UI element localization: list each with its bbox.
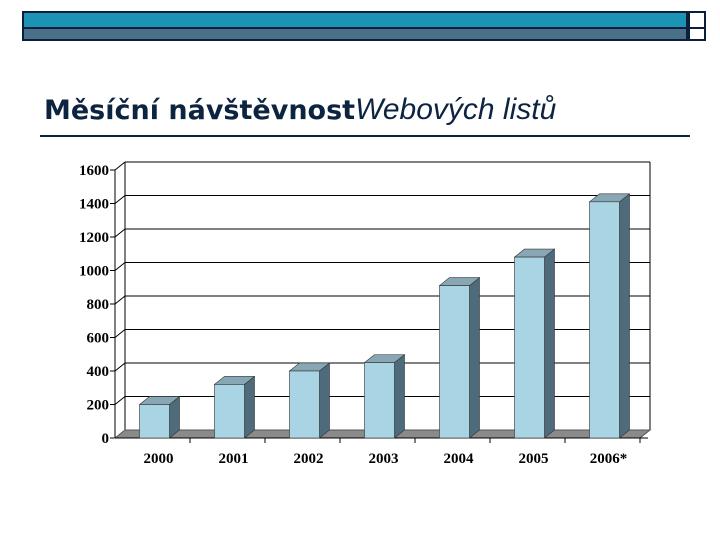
header-corner-box-lower bbox=[688, 29, 706, 41]
title-underline bbox=[40, 135, 690, 137]
x-tick-label: 2001 bbox=[219, 451, 249, 467]
slide-title-part1: Měsíční návštěvnost bbox=[44, 95, 356, 126]
y-tick-label: 0 bbox=[102, 431, 110, 447]
gridline-depth bbox=[114, 228, 126, 238]
gridline-depth bbox=[114, 195, 126, 204]
labels-layer: 0 200 400 600 800 1000 1200 1400 1600 2000 2001 200… bbox=[79, 163, 627, 467]
y-tick-label: 1400 bbox=[79, 197, 109, 213]
bar bbox=[589, 201, 620, 439]
bar-side bbox=[619, 193, 630, 439]
bar-side bbox=[394, 354, 405, 439]
bar-side bbox=[469, 276, 480, 439]
slide-title: Měsíční návštěvnostWebových listů bbox=[44, 94, 556, 127]
x-tick-label: 2006* bbox=[590, 451, 628, 467]
gridline-depth bbox=[114, 161, 126, 171]
bar bbox=[364, 362, 395, 439]
gridline-depth bbox=[114, 329, 126, 338]
y-tick-label: 200 bbox=[87, 398, 110, 414]
x-tick-label: 2005 bbox=[519, 451, 549, 467]
x-tick-label: 2002 bbox=[294, 451, 324, 467]
gridline-depth bbox=[114, 396, 126, 405]
y-tick-label: 600 bbox=[87, 331, 110, 347]
slide-title-part2: Webových listů bbox=[355, 93, 557, 126]
y-tick-label: 800 bbox=[87, 297, 110, 313]
header-corner-box bbox=[688, 11, 706, 29]
gridline-depth bbox=[114, 262, 126, 271]
y-tick-label: 1600 bbox=[79, 163, 109, 179]
bar bbox=[289, 370, 320, 439]
bar-side bbox=[544, 248, 555, 439]
header-accent-bar bbox=[22, 11, 688, 29]
x-tick-label: 2004 bbox=[444, 451, 475, 467]
bar bbox=[439, 285, 470, 439]
bars-layer bbox=[138, 193, 631, 439]
y-tick-label: 1200 bbox=[79, 230, 109, 246]
gridline-depth bbox=[114, 362, 126, 372]
y-tick-label: 400 bbox=[87, 364, 110, 380]
y-tick-label: 1000 bbox=[79, 264, 109, 280]
header-accent-bar-lower bbox=[22, 29, 688, 41]
bar bbox=[214, 384, 245, 439]
bar bbox=[139, 404, 170, 439]
bar-side bbox=[244, 375, 255, 439]
gridline-depth bbox=[114, 295, 126, 305]
bar bbox=[514, 256, 545, 439]
x-tick-label: 2003 bbox=[369, 451, 399, 467]
x-tick-label: 2000 bbox=[144, 451, 174, 467]
bar-side bbox=[319, 362, 330, 439]
